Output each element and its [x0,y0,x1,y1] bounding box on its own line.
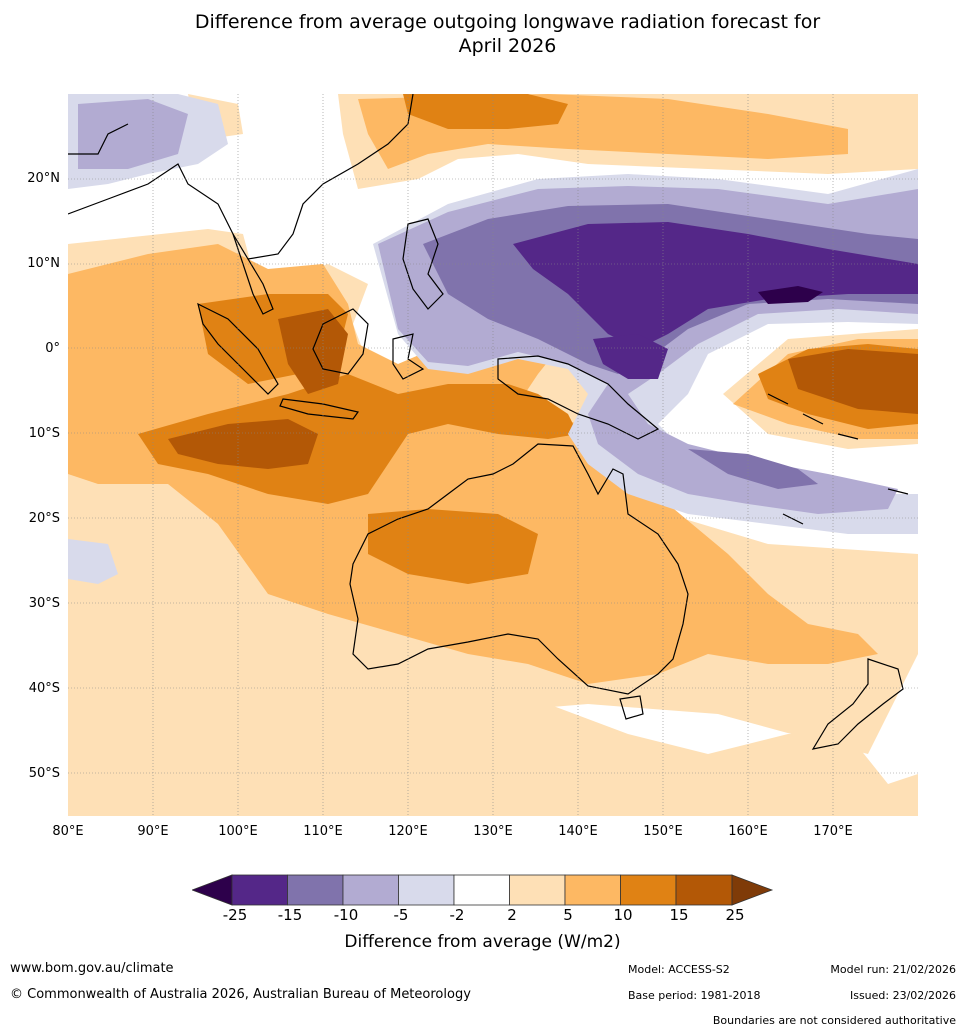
anomaly-map [68,94,918,816]
coastline-pacific-islands [767,393,909,525]
colorbar-swatch-neg2-2 [453,874,510,906]
coastline-australia [349,443,689,695]
colorbar-tick-neg25: -25 [222,906,248,924]
colorbar-swatch-neg15-neg10 [287,874,344,906]
colorbar-swatch-15-25 [675,874,733,906]
coastline-sulawesi [392,333,425,380]
colorbar-swatch-neg10-neg5 [342,874,399,906]
map-title: Difference from average outgoing longwav… [0,10,965,58]
colorbar-swatch-neg25-neg15 [231,874,288,906]
lon-label-160e: 160°E [728,824,768,839]
footer-base-period: Base period: 1981-2018 [628,989,761,1002]
lon-label-140e: 140°E [558,824,598,839]
colorbar-tick-15: 15 [669,906,689,924]
footer-disclaimer: Boundaries are not considered authoritat… [712,1014,956,1027]
lat-label-50s: 50°S [28,766,60,781]
footer-copyright: © Commonwealth of Australia 2026, Austra… [10,987,471,1002]
anomaly-field-brown [168,309,918,469]
coastline-philippines [402,218,444,310]
footer-model: Model: ACCESS-S2 [628,963,730,976]
lat-label-10n: 10°N [27,256,60,271]
coastline-malay-peninsula [232,233,274,315]
title-line-1: Difference from average outgoing longwav… [194,11,821,33]
lat-label-30s: 30°S [28,596,60,611]
lon-label-150e: 150°E [643,824,683,839]
lon-label-90e: 90°E [137,824,169,839]
lat-label-40s: 40°S [28,681,60,696]
lon-label-170e: 170°E [813,824,853,839]
colorbar [192,874,774,906]
map-panel [68,94,918,816]
colorbar-swatch-10-15 [620,874,677,906]
coastline-india [68,123,129,155]
colorbar-tick-neg15: -15 [277,906,303,924]
colorbar-swatch-2-5 [509,874,566,906]
footer-issued: Issued: 23/02/2026 [849,989,956,1002]
graticule [68,94,918,816]
footer-model-run: Model run: 21/02/2026 [830,963,956,976]
coastline-asia [68,94,414,260]
coastline-tasmania [619,695,644,720]
coastline-new-guinea [497,355,660,440]
colorbar-swatch-neg5-neg2 [398,874,455,906]
colorbar-tick-neg5: -5 [393,906,409,924]
lat-label-0: 0° [45,341,60,356]
lon-label-80e: 80°E [52,824,84,839]
title-line-2: April 2026 [458,35,557,57]
coastlines [68,94,909,750]
anomaly-field-purple [513,222,918,379]
colorbar-swatch-gt25 [731,874,774,906]
lon-label-120e: 120°E [388,824,428,839]
lon-label-100e: 100°E [218,824,258,839]
colorbar-tick-neg10: -10 [333,906,359,924]
colorbar-tick-5: 5 [563,906,573,924]
coastline-new-zealand [811,658,904,750]
colorbar-tick-25: 25 [725,906,745,924]
coastline-borneo [312,308,369,375]
lat-label-20s: 20°S [28,511,60,526]
lon-label-110e: 110°E [303,824,343,839]
lat-label-10s: 10°S [28,426,60,441]
colorbar-swatch-lt-neg25 [192,874,233,906]
colorbar-tick-10: 10 [613,906,633,924]
colorbar-label: Difference from average (W/m2) [344,932,621,952]
anomaly-field-darkest-purple [758,286,823,304]
footer-website-link[interactable]: www.bom.gov.au/climate [10,961,174,976]
lat-label-20n: 20°N [27,171,60,186]
colorbar-tick-2: 2 [507,906,517,924]
colorbar-tick-neg2: -2 [449,906,465,924]
colorbar-swatch-5-10 [564,874,621,906]
lon-label-130e: 130°E [473,824,513,839]
